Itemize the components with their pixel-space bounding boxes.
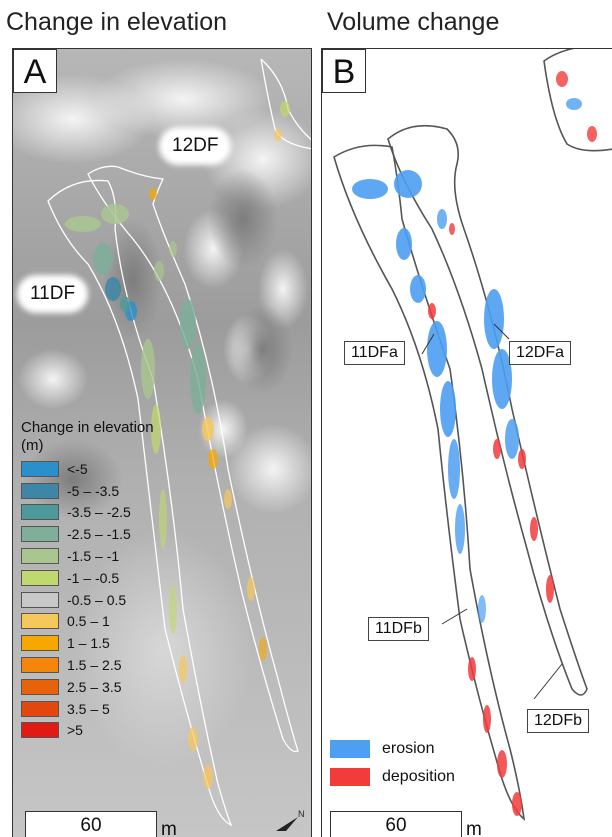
outline-upper-right-b [543, 49, 612, 152]
legend-swatch [21, 613, 59, 630]
scale-bar-b: 60 [330, 811, 462, 837]
legend-swatch [21, 591, 59, 608]
legend-label: -3.5 – -2.5 [67, 504, 131, 521]
elevation-legend: Change in elevation (m) <-5 -5 – -3.5 -3.5… [21, 419, 169, 741]
volume-outlines [333, 49, 612, 821]
hillshade-map: N [13, 49, 311, 837]
legend-item: 3.5 – 5 [21, 698, 169, 720]
outline-11df [47, 179, 233, 827]
legend-swatch [21, 569, 59, 586]
legend-label: 2.5 – 3.5 [67, 678, 122, 695]
legend-label: erosion [382, 740, 435, 757]
outline-11dfb [333, 144, 526, 821]
title-change-in-elevation: Change in elevation [6, 8, 227, 36]
legend-item: 1 – 1.5 [21, 632, 169, 654]
elevation-change-patches [65, 101, 290, 789]
label-11dfa: 11DFa [344, 341, 405, 365]
legend-swatch [21, 678, 59, 695]
legend-label: -2.5 – -1.5 [67, 526, 131, 543]
legend-swatch [21, 635, 59, 652]
scale-unit-b: m [466, 819, 482, 837]
legend-label: -1 – -0.5 [67, 569, 120, 586]
label-12dfa: 12DFa [509, 341, 572, 365]
legend-item: -1 – -0.5 [21, 567, 169, 589]
scale-bar-a: 60 [25, 811, 157, 837]
volume-change-map [333, 49, 612, 821]
legend-item: 2.5 – 3.5 [21, 676, 169, 698]
legend-item: -3.5 – -2.5 [21, 502, 169, 524]
legend-label: -1.5 – -1 [67, 548, 120, 565]
label-12df: 12DF [165, 133, 226, 159]
legend-swatch [21, 722, 59, 739]
panel-a-elevation-map: N A 12DF 11DF Change in elevation (m) <-… [12, 48, 312, 837]
north-arrow-icon: N [276, 809, 305, 831]
volume-change-cells [352, 71, 597, 816]
legend-label: -0.5 – 0.5 [67, 591, 127, 608]
legend-item: -2.5 – -1.5 [21, 523, 169, 545]
panel-b-volume-map: B 11DFa 12DFa 11DFb 12DFb erosion deposit… [321, 48, 612, 837]
legend-swatch [330, 768, 370, 786]
legend-swatch [21, 482, 59, 499]
legend-title: Change in elevation (m) [21, 419, 154, 454]
legend-label: 1.5 – 2.5 [67, 657, 122, 674]
legend-swatch [21, 548, 59, 565]
legend-item: -5 – -3.5 [21, 480, 169, 502]
legend-item: -0.5 – 0.5 [21, 589, 169, 611]
panel-label-a: A [13, 49, 57, 93]
legend-swatch [330, 740, 370, 758]
legend-item: 1.5 – 2.5 [21, 654, 169, 676]
legend-item: 0.5 – 1 [21, 611, 169, 633]
legend-swatch [21, 657, 59, 674]
legend-label: <-5 [67, 460, 88, 477]
north-label: N [298, 809, 305, 819]
legend-item: >5 [21, 720, 169, 742]
label-11df: 11DF [23, 281, 83, 307]
legend-label: deposition [382, 768, 455, 785]
label-leader-lines [421, 323, 563, 700]
legend-swatch [21, 700, 59, 717]
outline-12dfb [387, 124, 588, 696]
label-12dfb: 12DFb [527, 709, 590, 733]
legend-item: <-5 [21, 458, 169, 480]
legend-label: 1 – 1.5 [67, 635, 110, 652]
legend-swatch [21, 460, 59, 477]
volume-legend: erosion deposition [330, 735, 455, 791]
title-volume-change: Volume change [327, 8, 500, 36]
legend-label: -5 – -3.5 [67, 482, 120, 499]
hillshade-relief [13, 59, 311, 769]
legend-label: 3.5 – 5 [67, 700, 110, 717]
legend-item: erosion [330, 735, 455, 763]
legend-label: >5 [67, 722, 83, 739]
legend-label: 0.5 – 1 [67, 613, 110, 630]
legend-items: <-5 -5 – -3.5 -3.5 – -2.5 -2.5 – -1.5 -1.5 –… [21, 458, 169, 741]
legend-item: -1.5 – -1 [21, 545, 169, 567]
scale-unit-a: m [161, 819, 177, 837]
legend-swatch [21, 504, 59, 521]
legend-item: deposition [330, 763, 455, 791]
label-11dfb: 11DFb [368, 617, 429, 641]
legend-swatch [21, 526, 59, 543]
panel-label-b: B [322, 49, 366, 93]
